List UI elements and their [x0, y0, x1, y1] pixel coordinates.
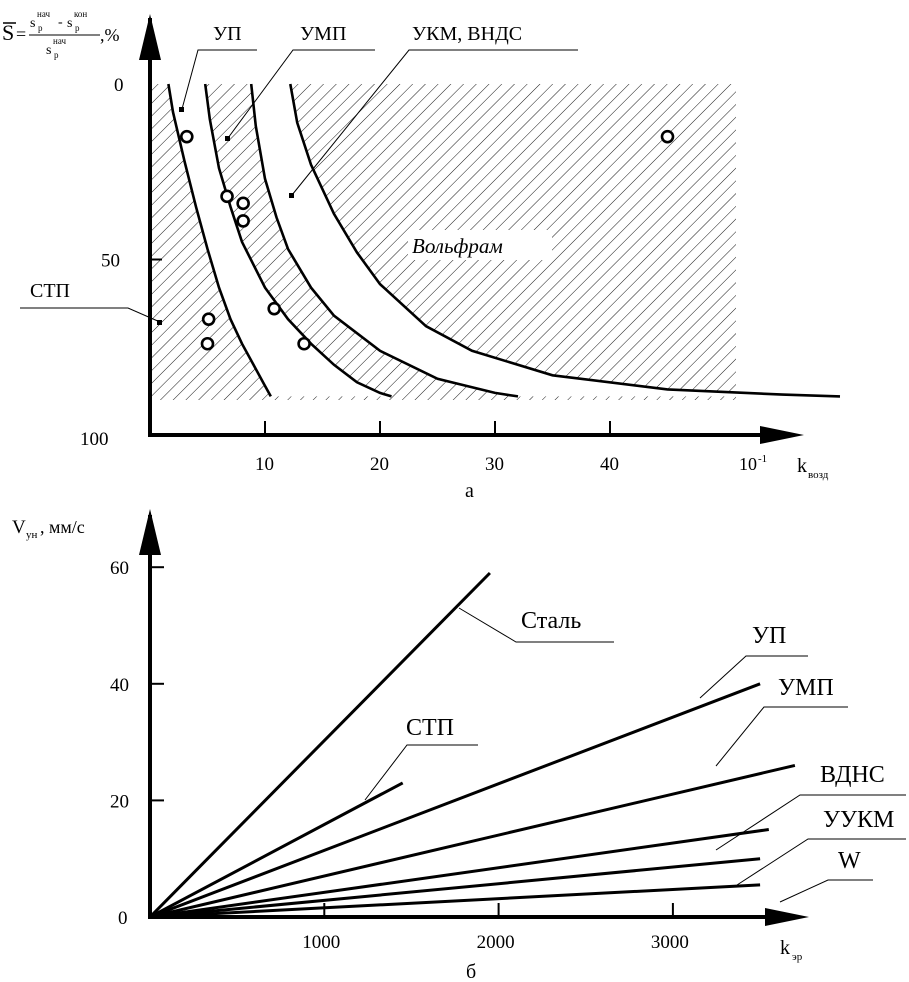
boundary-curve-b1: [167, 83, 272, 398]
y-tick-label-b-1: 20: [110, 791, 129, 812]
leader-ump: [227, 49, 375, 139]
label-ump: УМП: [778, 675, 834, 701]
label-stp: СТП: [406, 715, 454, 741]
svg-text:кон: кон: [74, 9, 87, 19]
x-tick-label-b-1: 2000: [477, 932, 515, 953]
region-label-ukm: УКМ, ВНДС: [412, 23, 522, 45]
series-line-3: [152, 763, 796, 919]
data-point-a-1: [220, 189, 234, 204]
x-axis-b-arrow: [765, 908, 809, 926]
ticks-b: 1000 2000 3000 0 20 40 60: [110, 558, 689, 953]
svg-text:p: p: [54, 50, 59, 60]
region-label-stp: СТП: [30, 280, 70, 302]
lines-b: [152, 571, 796, 919]
y-tick-label-b-2: 40: [110, 675, 129, 696]
x-label-b-sub: эр: [792, 951, 803, 963]
chart-a: 10 20 30 40 0 50 100 S = s нач p - s кон p s н…: [2, 9, 841, 502]
chart-b: 1000 2000 3000 0 20 40 60 V ун , мм/с k эр б С…: [12, 509, 906, 982]
series-line-0: [152, 571, 491, 918]
label-up: УП: [752, 623, 786, 649]
data-point-a-4: [267, 301, 282, 316]
y-tick-label-b-3: 60: [110, 558, 129, 579]
leader-stp: [20, 307, 161, 323]
clear-band-2: [251, 84, 736, 397]
leader-up: [181, 49, 257, 110]
y-tick-label-a-2: 100: [80, 429, 109, 450]
points-a: [180, 129, 675, 351]
x-tick-label-b-2: 3000: [651, 932, 689, 953]
y-label-b-unit: , мм/с: [40, 517, 85, 537]
data-point-a-0: [180, 129, 194, 144]
boundary-curve-b4: [289, 83, 841, 398]
x-axis-a-arrow: [760, 426, 804, 444]
data-point-a-6: [200, 336, 215, 351]
x-label-a: k: [797, 455, 807, 477]
leader-ukm: [291, 49, 578, 196]
clear-band-1: [168, 84, 392, 397]
svg-text:нач: нач: [37, 9, 50, 19]
x-tick-label-a-3: 40: [600, 454, 619, 475]
data-point-a-5: [201, 312, 216, 326]
svg-text:нач: нач: [53, 36, 66, 46]
region-text-tungsten: Вольфрам: [412, 234, 503, 258]
label-steel: Сталь: [521, 608, 581, 634]
ticks-a: 10 20 30 40 0 50 100: [80, 75, 619, 475]
svg-text:=: =: [16, 24, 26, 44]
data-point-a-7: [297, 336, 311, 351]
x-tick-label-a-2: 30: [485, 454, 504, 475]
boundary-curve-b3: [249, 83, 519, 398]
y-tick-label-a-1: 50: [101, 251, 120, 272]
y-tick-label-a-0: 0: [114, 75, 124, 96]
svg-text:s: s: [30, 16, 35, 31]
data-point-a-8: [660, 129, 675, 144]
svg-text:S: S: [2, 20, 14, 45]
region-label-ump: УМП: [300, 23, 346, 45]
series-line-4: [152, 828, 770, 919]
series-labels-b: Сталь СТП УП УМП ВДНС УУКМ W: [364, 607, 906, 903]
series-line-5: [152, 857, 761, 919]
series-line-1: [152, 781, 404, 918]
svg-text:,%: ,%: [100, 25, 120, 45]
y-label-a: S = s нач p - s кон p s нач p ,%: [2, 9, 120, 60]
x-label-a-sub: возд: [808, 469, 829, 481]
x-tick-label-b-0: 1000: [302, 932, 340, 953]
label-uukm: УУКМ: [823, 807, 894, 833]
x-tick-label-a-1: 20: [370, 454, 389, 475]
label-w: W: [838, 848, 861, 874]
region-label-up: УП: [213, 23, 242, 45]
y-label-b: V: [12, 517, 26, 538]
data-point-a-3: [236, 214, 250, 228]
y-label-b-sub: ун: [26, 529, 38, 541]
x-label-b: k: [780, 937, 790, 959]
x-scale-note-a: 10: [739, 454, 757, 474]
x-tick-label-a-0: 10: [255, 454, 274, 475]
svg-text:s: s: [46, 43, 51, 58]
panel-label-b: б: [466, 961, 476, 982]
data-point-a-2: [236, 196, 250, 211]
series-line-6: [152, 883, 761, 919]
svg-text:p: p: [75, 23, 80, 33]
svg-text:s: s: [67, 16, 72, 31]
svg-text:p: p: [38, 23, 43, 33]
y-axis-b-arrow: [139, 509, 161, 555]
series-line-2: [152, 682, 761, 918]
panel-label-a: а: [465, 480, 474, 502]
label-vdns: ВДНС: [820, 762, 885, 788]
y-tick-label-b-0: 0: [118, 908, 128, 929]
x-scale-exp-a: -1: [758, 453, 767, 465]
y-axis-a-arrow: [139, 14, 161, 60]
svg-text:-: -: [58, 15, 63, 30]
